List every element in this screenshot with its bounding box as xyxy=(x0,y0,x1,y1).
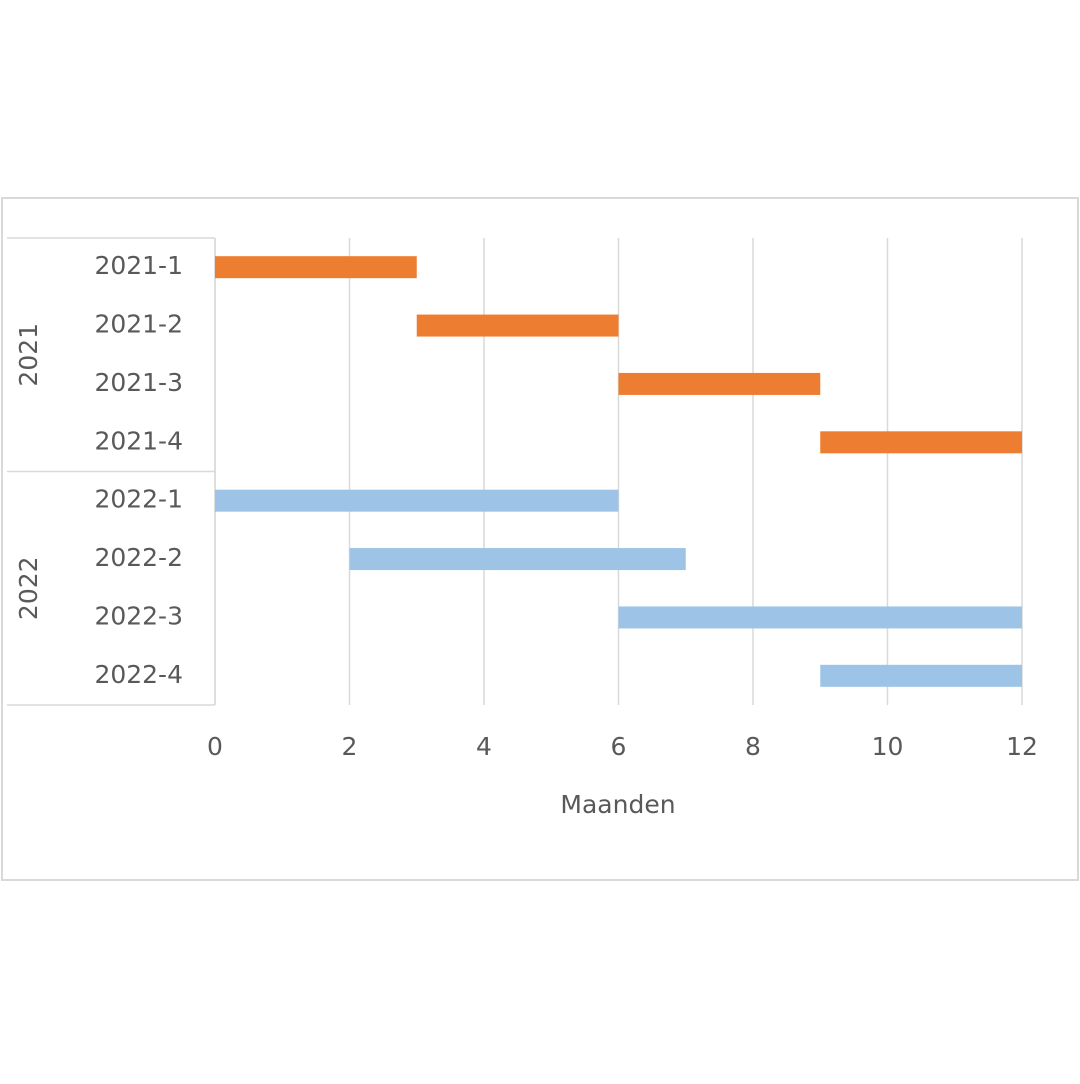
group-label: 2022 xyxy=(14,556,43,620)
bar xyxy=(618,606,1022,629)
y-tick-label: 2022-1 xyxy=(94,485,183,514)
y-tick-label: 2021-3 xyxy=(94,368,183,397)
y-tick-label: 2021-2 xyxy=(94,310,183,339)
bar xyxy=(820,664,1022,687)
y-tick-label: 2021-1 xyxy=(94,251,183,280)
bar xyxy=(416,314,619,337)
y-tick-label: 2021-4 xyxy=(94,426,183,455)
x-tick-label: 2 xyxy=(342,732,358,761)
y-tick-label: 2022-2 xyxy=(94,543,183,572)
x-tick-label: 12 xyxy=(1006,732,1038,761)
group-label: 2021 xyxy=(14,323,43,387)
x-tick-label: 0 xyxy=(207,732,223,761)
bar xyxy=(820,431,1022,454)
y-tick-label: 2022-3 xyxy=(94,601,183,630)
bar xyxy=(215,256,417,279)
x-axis-title: Maanden xyxy=(560,790,675,819)
y-tick-label: 2022-4 xyxy=(94,660,183,689)
x-tick-label: 10 xyxy=(872,732,904,761)
bar xyxy=(618,372,821,395)
x-tick-label: 4 xyxy=(476,732,492,761)
x-tick-label: 6 xyxy=(611,732,627,761)
chart-frame xyxy=(1,197,1079,881)
bar xyxy=(349,548,686,571)
x-tick-label: 8 xyxy=(745,732,761,761)
bar xyxy=(215,489,619,512)
